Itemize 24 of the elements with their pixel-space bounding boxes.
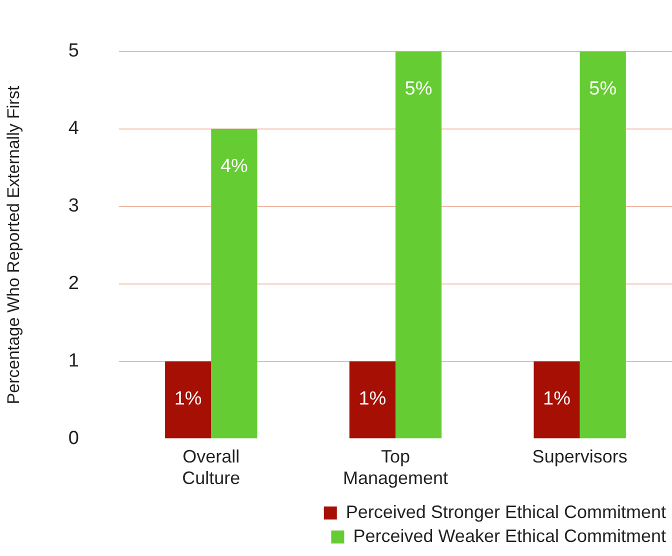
- bar: [165, 361, 212, 438]
- y-tick-label: 0: [68, 428, 79, 450]
- bar: [395, 51, 442, 438]
- data-label: 1%: [543, 388, 571, 410]
- legend-label: Perceived Stronger Ethical Commitment: [346, 502, 666, 522]
- data-label: 1%: [174, 388, 202, 410]
- x-tick-label: Overall Culture: [182, 446, 240, 488]
- data-label: 5%: [404, 78, 432, 100]
- y-tick-label: 5: [68, 40, 79, 62]
- data-label: 1%: [358, 388, 386, 410]
- legend-label: Perceived Weaker Ethical Commitment: [353, 526, 666, 546]
- y-tick-label: 4: [68, 118, 80, 140]
- x-tick-label: Top Management: [342, 446, 448, 488]
- y-tick-label: 2: [68, 273, 79, 294]
- bar: [580, 51, 626, 438]
- bar: [534, 361, 580, 438]
- bar: [349, 361, 396, 438]
- y-tick-label: 3: [68, 196, 79, 217]
- data-label: 4%: [220, 156, 248, 178]
- bar: [211, 128, 258, 438]
- y-tick-label: 1: [68, 350, 79, 372]
- x-tick-label: Supervisors: [532, 446, 628, 467]
- data-label: 5%: [589, 78, 617, 100]
- y-axis-title: Percentage Who Reported Externally First: [4, 86, 23, 404]
